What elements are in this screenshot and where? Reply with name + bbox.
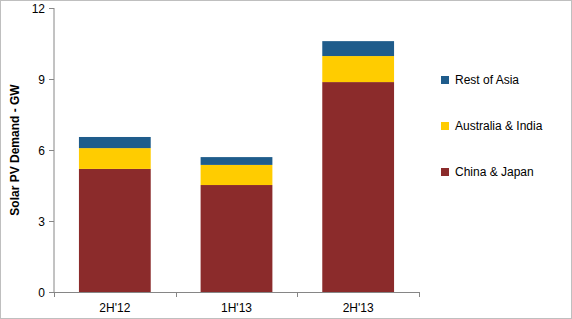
bar-segment — [201, 165, 273, 185]
y-tick — [49, 292, 54, 293]
bar-segment — [201, 157, 273, 165]
y-tick-label: 12 — [32, 2, 46, 16]
y-tick — [49, 150, 54, 151]
x-axis — [54, 292, 419, 293]
bar-segment — [322, 41, 394, 56]
bar-segment — [201, 185, 273, 292]
x-tick-label: 1H'13 — [221, 301, 252, 315]
legend-label: Australia & India — [455, 119, 543, 133]
bar-segment — [322, 82, 394, 292]
bar-segment — [79, 169, 151, 292]
legend-swatch — [441, 76, 449, 84]
x-tick — [54, 292, 55, 297]
x-tick — [176, 292, 177, 297]
bar-segment — [322, 56, 394, 82]
chart-border — [1, 1, 572, 319]
y-axis-label: Solar PV Demand - GW — [8, 84, 22, 216]
bar-segment — [79, 137, 151, 148]
legend-label: Rest of Asia — [455, 73, 519, 87]
y-tick-label: 0 — [38, 286, 45, 300]
legend-swatch — [441, 168, 449, 176]
y-tick — [49, 221, 54, 222]
y-tick — [49, 79, 54, 80]
y-tick-label: 6 — [38, 144, 45, 158]
y-tick-label: 9 — [38, 73, 45, 87]
x-tick-label: 2H'13 — [343, 301, 374, 315]
y-tick-label: 3 — [38, 215, 45, 229]
x-tick — [419, 292, 420, 297]
y-tick — [49, 8, 54, 9]
bars — [79, 41, 394, 292]
x-tick-label: 2H'12 — [99, 301, 130, 315]
chart: 0 3 6 9 12 Solar PV Demand - GW 2H'12 1H'13 2H'1… — [0, 0, 572, 319]
bar-segment — [79, 148, 151, 169]
x-tick — [297, 292, 298, 297]
legend-label: China & Japan — [455, 165, 534, 179]
legend-swatch — [441, 122, 449, 130]
